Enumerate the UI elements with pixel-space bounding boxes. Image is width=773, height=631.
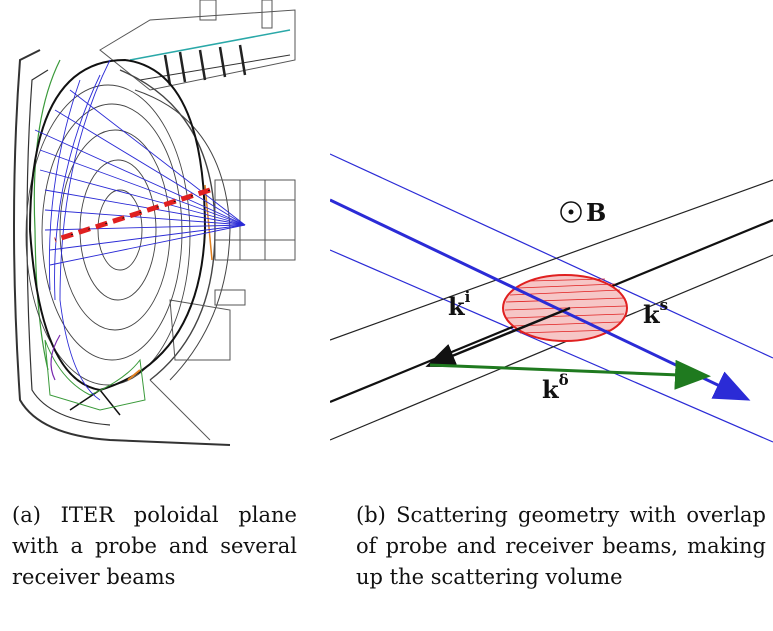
receiver-beams <box>34 59 246 401</box>
k-delta-base: k <box>542 375 559 404</box>
scattering-svg <box>330 153 773 443</box>
k-i-sup: i <box>464 288 471 306</box>
receiver-beam-edges <box>330 153 773 443</box>
probe-beam-edges <box>330 179 773 441</box>
k-i-label: ki <box>448 288 470 321</box>
caption-b: (b) Scattering geometry with overlap of … <box>356 503 766 589</box>
k-s-sup: s <box>659 296 669 314</box>
k-delta-label: kδ <box>542 371 569 404</box>
vessel-outer <box>13 49 231 446</box>
k-i-base: k <box>448 292 465 321</box>
scattering-geometry-diagram: B ki ks kδ <box>330 140 773 450</box>
separatrix <box>29 58 207 392</box>
blanket <box>119 69 216 381</box>
scattering-volume <box>502 274 628 342</box>
k-s-base: k <box>643 300 660 329</box>
b-field-label: B <box>586 198 607 227</box>
iter-poloidal-diagram <box>0 0 300 460</box>
b-field-symbol <box>560 201 582 223</box>
k-delta-sup: δ <box>558 371 569 389</box>
k-i-arrow <box>425 306 571 368</box>
k-delta-arrow <box>429 359 711 390</box>
caption-a: (a) ITER poloidal plane with a probe and… <box>12 503 297 589</box>
k-s-label: ks <box>643 296 668 329</box>
iter-poloidal-svg <box>13 0 296 446</box>
first-wall-green <box>33 59 61 371</box>
vessel-inner <box>26 69 111 426</box>
probe-beam <box>54 187 211 243</box>
upper-port <box>99 9 296 91</box>
divertor <box>44 339 146 411</box>
